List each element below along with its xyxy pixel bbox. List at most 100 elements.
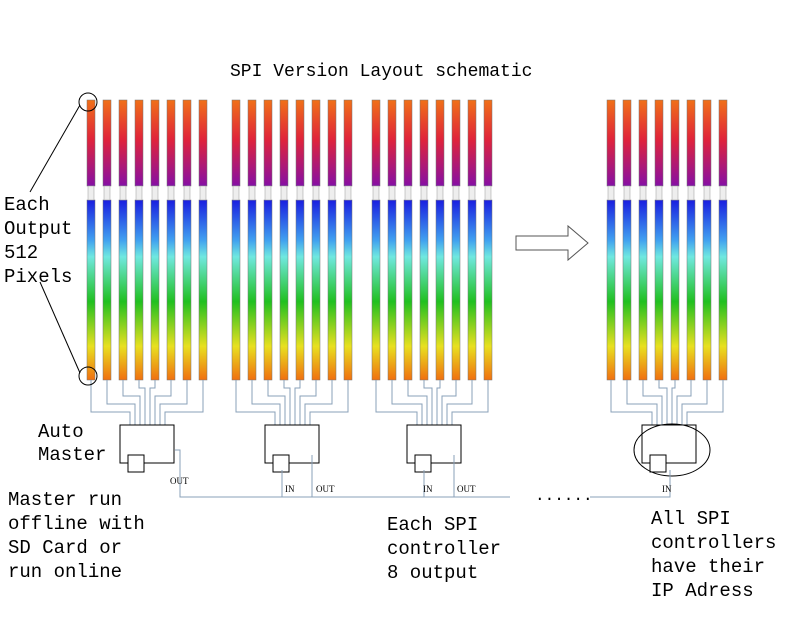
led-strip	[670, 199, 680, 381]
connector	[607, 185, 615, 201]
led-strip	[231, 99, 241, 187]
port	[414, 454, 432, 473]
led-strip	[606, 199, 616, 381]
wire	[159, 380, 188, 425]
connector	[703, 185, 711, 201]
led-strip	[118, 199, 128, 381]
connector	[687, 185, 695, 201]
title: SPI Version Layout schematic	[230, 62, 532, 82]
note: Each SPI	[387, 514, 478, 536]
wire	[106, 380, 136, 425]
connector	[280, 185, 288, 201]
port-label: IN	[285, 484, 295, 494]
connector	[264, 185, 272, 201]
led-strip	[467, 199, 477, 381]
note: Output	[4, 218, 72, 240]
bus	[175, 449, 671, 498]
connector	[436, 185, 444, 201]
led-strip	[295, 99, 305, 187]
led-strip	[279, 99, 289, 187]
connector	[671, 185, 679, 201]
wire	[446, 380, 473, 425]
connector	[484, 185, 492, 201]
led-strip	[311, 99, 321, 187]
connector	[103, 185, 111, 201]
connector	[312, 185, 320, 201]
led-strip	[686, 99, 696, 187]
note: 512	[4, 242, 38, 264]
note: have their	[651, 556, 765, 578]
connector	[151, 185, 159, 201]
wire	[626, 380, 658, 425]
ellipsis: ......	[535, 487, 593, 505]
note: 8 output	[387, 562, 478, 584]
note: SD Card or	[8, 537, 122, 559]
led-strip	[311, 199, 321, 381]
connector	[199, 185, 207, 201]
wire	[681, 380, 708, 425]
led-strip	[263, 99, 273, 187]
led-strip	[483, 99, 493, 187]
led-strip	[295, 199, 305, 381]
led-strip	[387, 99, 397, 187]
led-strip	[702, 99, 712, 187]
note: run online	[8, 561, 122, 583]
pointer	[39, 281, 81, 374]
wire	[407, 380, 428, 425]
port-label: OUT	[170, 476, 189, 486]
led-strip	[118, 99, 128, 187]
wire	[294, 380, 301, 425]
port-label: OUT	[316, 484, 335, 494]
wire	[436, 380, 441, 425]
led-strips	[86, 99, 728, 381]
wire	[686, 380, 724, 425]
led-strip	[327, 199, 337, 381]
note: All SPI	[651, 508, 731, 530]
note: Each	[4, 194, 50, 216]
led-strip	[343, 99, 353, 187]
led-strip	[451, 199, 461, 381]
led-strip	[435, 99, 445, 187]
port-label: OUT	[457, 484, 476, 494]
led-strip	[263, 199, 273, 381]
led-strip	[419, 199, 429, 381]
led-strip	[150, 199, 160, 381]
led-strip	[467, 99, 477, 187]
led-strip	[483, 199, 493, 381]
led-strip	[247, 199, 257, 381]
wire	[676, 380, 692, 425]
note: Master	[38, 444, 106, 466]
port-label: IN	[662, 484, 672, 494]
note: controller	[387, 538, 501, 560]
arrow	[515, 224, 589, 262]
led-strip	[279, 199, 289, 381]
port	[649, 454, 667, 473]
wire	[283, 380, 291, 425]
wire	[441, 380, 457, 425]
port-label: IN	[423, 484, 433, 494]
led-strip	[686, 199, 696, 381]
led-strip	[182, 99, 192, 187]
led-strip	[419, 99, 429, 187]
led-strip	[166, 99, 176, 187]
pointer	[29, 104, 81, 193]
connector	[388, 185, 396, 201]
connector	[167, 185, 175, 201]
wire	[451, 380, 489, 425]
led-strip	[654, 199, 664, 381]
wire	[154, 380, 172, 425]
wire	[90, 380, 131, 425]
connector	[468, 185, 476, 201]
led-strip	[86, 99, 96, 187]
connector	[452, 185, 460, 201]
wire	[138, 380, 146, 425]
connector	[248, 185, 256, 201]
connector	[296, 185, 304, 201]
marker	[78, 92, 98, 112]
port	[127, 454, 145, 473]
led-strip	[371, 199, 381, 381]
led-strip	[371, 99, 381, 187]
led-strip	[231, 199, 241, 381]
led-strip	[166, 199, 176, 381]
